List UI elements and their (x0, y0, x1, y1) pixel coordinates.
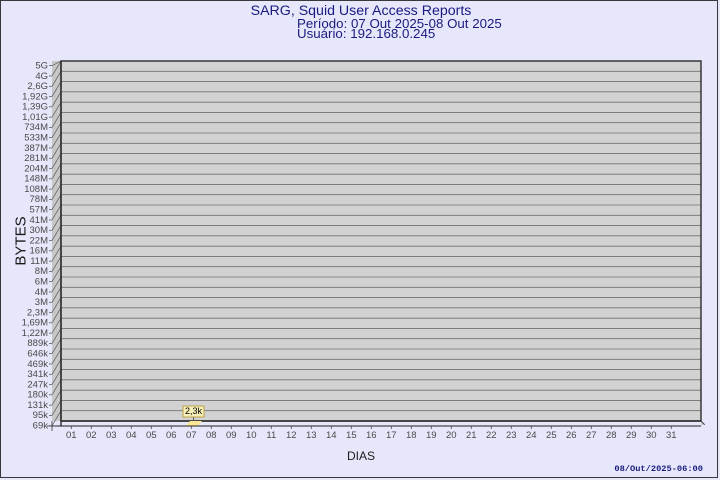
svg-text:24: 24 (526, 430, 537, 441)
svg-text:30: 30 (646, 430, 657, 441)
svg-text:29: 29 (626, 430, 637, 441)
svg-text:05: 05 (146, 430, 157, 441)
svg-text:06: 06 (166, 430, 177, 441)
svg-text:25: 25 (546, 430, 557, 441)
svg-text:16: 16 (366, 430, 377, 441)
svg-text:14: 14 (326, 430, 337, 441)
svg-text:04: 04 (126, 430, 137, 441)
svg-text:02: 02 (86, 430, 97, 441)
svg-text:2,3k: 2,3k (185, 406, 203, 416)
svg-text:22: 22 (486, 430, 497, 441)
svg-text:12: 12 (286, 430, 297, 441)
svg-text:09: 09 (226, 430, 237, 441)
svg-text:18: 18 (406, 430, 417, 441)
svg-text:26: 26 (566, 430, 577, 441)
svg-text:31: 31 (666, 430, 677, 441)
svg-text:21: 21 (466, 430, 477, 441)
svg-text:13: 13 (306, 430, 317, 441)
svg-text:28: 28 (606, 430, 617, 441)
svg-text:10: 10 (246, 430, 257, 441)
svg-text:20: 20 (446, 430, 457, 441)
svg-text:01: 01 (66, 430, 77, 441)
svg-text:08: 08 (206, 430, 217, 441)
svg-text:69k: 69k (33, 421, 49, 432)
svg-text:17: 17 (386, 430, 397, 441)
svg-text:15: 15 (346, 430, 357, 441)
svg-text:23: 23 (506, 430, 517, 441)
svg-text:11: 11 (266, 430, 276, 441)
svg-text:19: 19 (426, 430, 437, 441)
svg-text:03: 03 (106, 430, 117, 441)
svg-text:27: 27 (586, 430, 597, 441)
svg-text:07: 07 (186, 430, 197, 441)
